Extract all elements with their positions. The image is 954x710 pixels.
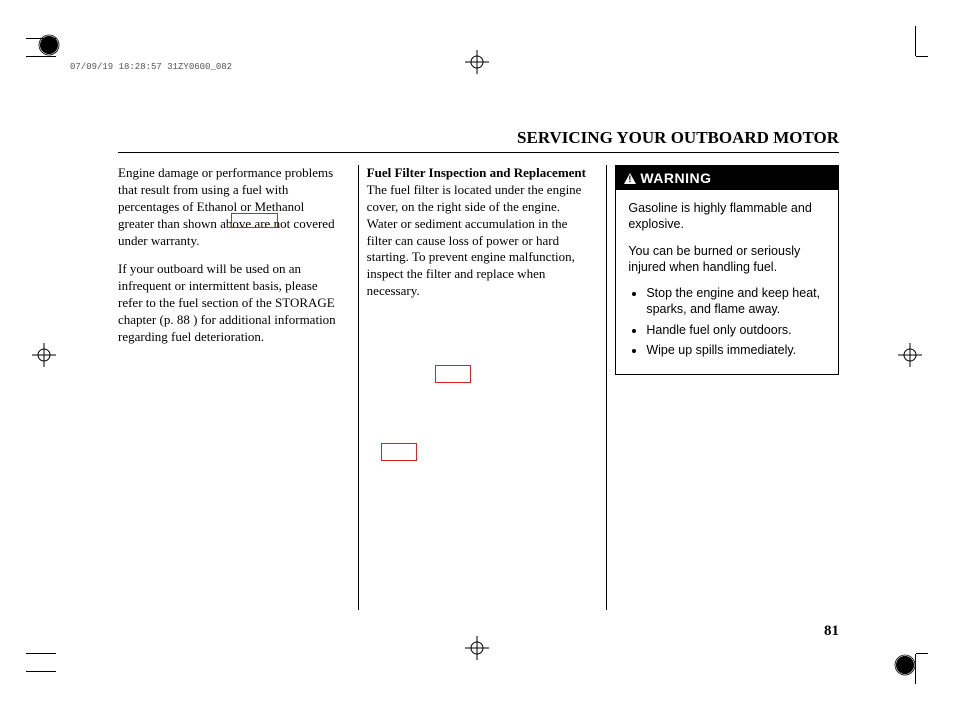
crop-mark xyxy=(916,653,928,654)
crop-mark xyxy=(26,671,56,672)
body-paragraph: If your outboard will be used on an infr… xyxy=(118,261,342,345)
warning-label: WARNING xyxy=(640,169,711,187)
warning-paragraph: Gasoline is highly flammable and explosi… xyxy=(628,200,826,233)
registration-target-icon xyxy=(465,50,489,74)
column-separator xyxy=(606,165,607,610)
column-1: Engine damage or performance problems th… xyxy=(118,165,358,610)
highlight-annotation xyxy=(231,213,278,228)
registration-dot-icon xyxy=(38,34,60,56)
highlight-annotation xyxy=(435,365,471,383)
crop-mark xyxy=(26,56,56,57)
crop-mark xyxy=(26,653,56,654)
warning-triangle-icon xyxy=(624,173,636,184)
warning-list-item: Handle fuel only outdoors. xyxy=(646,322,826,338)
warning-list: Stop the engine and keep heat, sparks, a… xyxy=(628,285,826,358)
section-heading: Fuel Filter Inspection and Replacement xyxy=(367,165,591,182)
warning-paragraph: You can be burned or seriously injured w… xyxy=(628,243,826,276)
page-number: 81 xyxy=(824,623,839,640)
registration-dot-icon xyxy=(894,654,916,676)
header-timestamp: 07/09/19 18:28:57 31ZY0600_082 xyxy=(70,62,232,72)
column-2: Fuel Filter Inspection and Replacement T… xyxy=(367,165,607,610)
column-3: WARNING Gasoline is highly flammable and… xyxy=(615,165,839,610)
warning-body: Gasoline is highly flammable and explosi… xyxy=(616,190,838,374)
body-paragraph: Engine damage or performance problems th… xyxy=(118,165,342,249)
warning-box: WARNING Gasoline is highly flammable and… xyxy=(615,165,839,375)
body-paragraph: The fuel filter is located under the eng… xyxy=(367,182,591,216)
warning-header: WARNING xyxy=(616,166,838,190)
column-separator xyxy=(358,165,359,610)
warning-list-item: Stop the engine and keep heat, sparks, a… xyxy=(646,285,826,318)
highlight-annotation xyxy=(381,443,417,461)
page-title: SERVICING YOUR OUTBOARD MOTOR xyxy=(517,128,839,148)
registration-target-icon xyxy=(465,636,489,660)
warning-list-item: Wipe up spills immediately. xyxy=(646,342,826,358)
print-page: 07/09/19 18:28:57 31ZY0600_082 SERVICING… xyxy=(0,0,954,710)
content-columns: Engine damage or performance problems th… xyxy=(118,165,839,610)
crop-mark xyxy=(915,26,916,56)
registration-target-icon xyxy=(32,343,56,367)
body-paragraph: Water or sediment accumulation in the fi… xyxy=(367,216,591,300)
registration-target-icon xyxy=(898,343,922,367)
crop-mark xyxy=(916,56,928,57)
title-rule xyxy=(118,152,839,153)
